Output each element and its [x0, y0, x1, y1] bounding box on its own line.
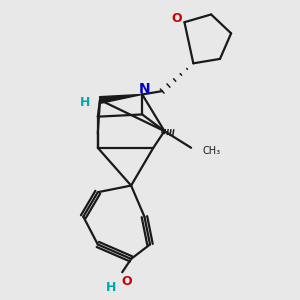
Polygon shape — [100, 94, 142, 103]
Text: H: H — [80, 96, 91, 109]
Text: CH₃: CH₃ — [202, 146, 220, 156]
Text: O: O — [171, 12, 182, 26]
Text: O: O — [122, 274, 132, 288]
Text: N: N — [139, 82, 150, 96]
Text: H: H — [106, 281, 116, 294]
